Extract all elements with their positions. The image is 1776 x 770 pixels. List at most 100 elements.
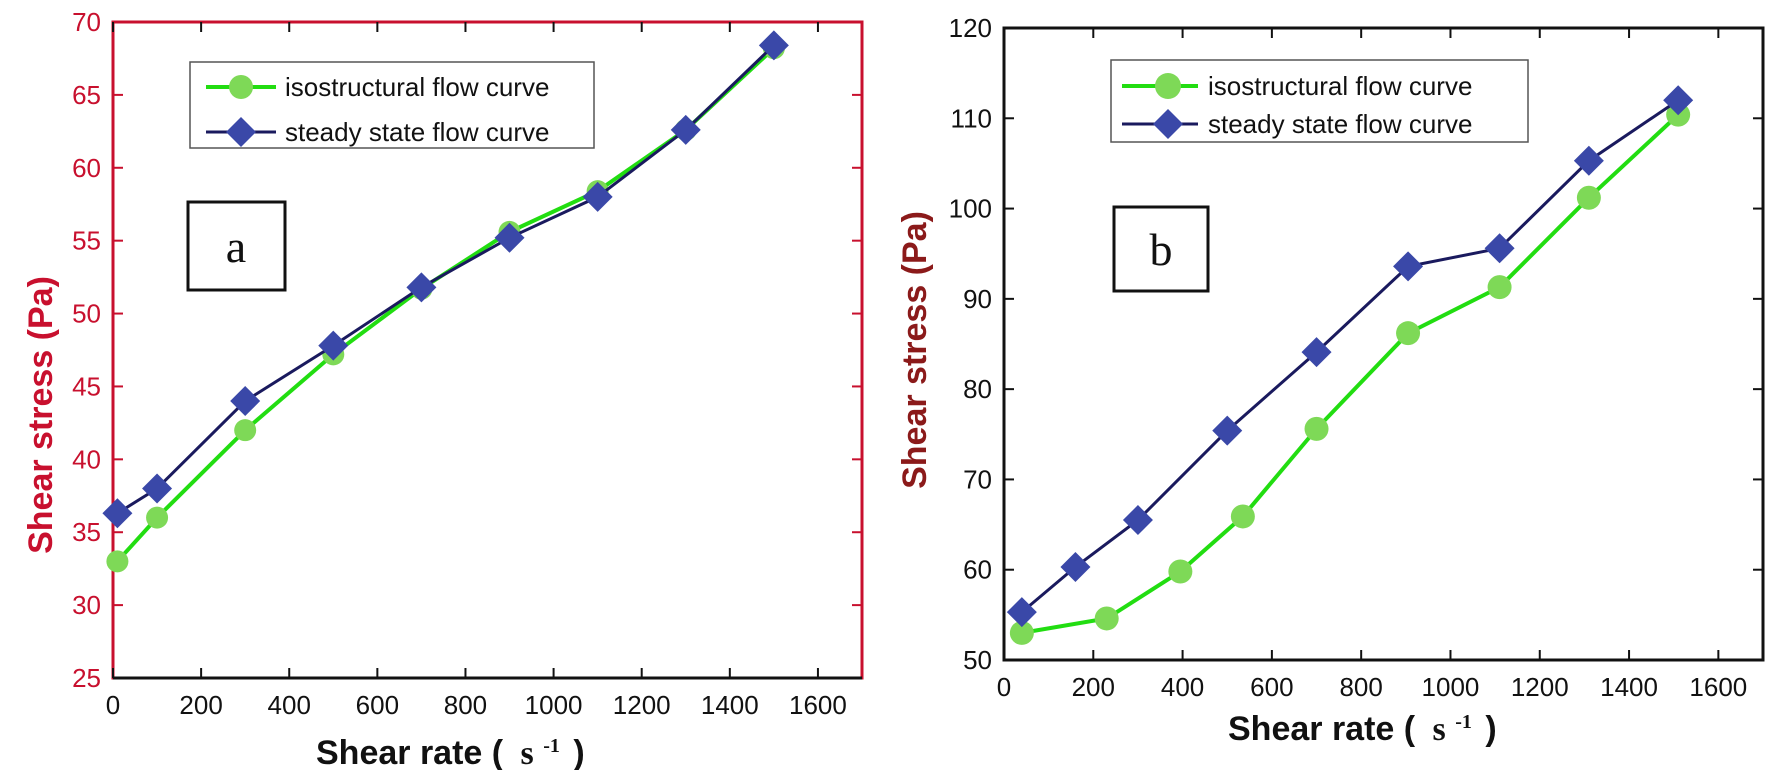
- panel-label-frame-a: [186, 200, 287, 292]
- y-tick-label: 40: [72, 444, 101, 474]
- y-axis-title-a: Shear stress (Pa): [22, 276, 60, 554]
- steady-state-point: [1060, 552, 1091, 583]
- x-tick-label: 600: [356, 690, 399, 720]
- x-tick-label: 1400: [1600, 672, 1658, 702]
- x-tick-label: 0: [997, 672, 1011, 702]
- x-axis-title-text-a: Shear rate (: [316, 734, 504, 770]
- steady-state-point: [318, 330, 349, 361]
- steady-state-point: [142, 473, 173, 504]
- chart-panel-a: 25 30 35 40 45 50 55 60 65 70 0 200 400 600 800 1000 12…: [22, 7, 864, 770]
- x-axis-close-a: ): [573, 734, 584, 770]
- steady-state-point: [582, 181, 613, 212]
- x-axis-unit-a: s: [521, 735, 534, 770]
- x-tick-label: 1200: [1511, 672, 1569, 702]
- x-axis-ticks-a: 0 200 400 600 800 1000 1200 1400 1600: [106, 22, 862, 720]
- legend-b: isostructural flow curve steady state fl…: [1110, 59, 1529, 143]
- x-axis-unit-exp-b: -1: [1455, 711, 1472, 733]
- isostructural-point: [146, 506, 169, 529]
- x-axis-unit-b: s: [1433, 711, 1446, 748]
- legend-swatch-steady-marker-a: [226, 117, 256, 147]
- y-tick-label: 50: [963, 645, 992, 675]
- isostructural-point: [106, 550, 129, 573]
- isostructural-point: [1094, 606, 1119, 631]
- y-tick-label: 45: [72, 371, 101, 401]
- x-tick-label: 0: [106, 690, 120, 720]
- x-axis-ticks-b: 0 200 400 600 800 1000 1200 1400 1600: [997, 28, 1763, 702]
- y-tick-label: 80: [963, 374, 992, 404]
- legend-a: isostructural flow curve steady state fl…: [189, 61, 595, 149]
- y-tick-label: 60: [963, 555, 992, 585]
- steady-state-point: [406, 272, 437, 303]
- steady-state-point: [1393, 251, 1424, 282]
- series-group-a: [102, 30, 789, 573]
- steady-state-point: [670, 114, 701, 145]
- isostructural-point: [1304, 416, 1329, 441]
- x-tick-label: 400: [268, 690, 311, 720]
- y-tick-label: 30: [72, 590, 101, 620]
- legend-label-steady-a: steady state flow curve: [285, 117, 549, 147]
- y-tick-label: 70: [963, 464, 992, 494]
- legend-box-b: [1110, 59, 1529, 143]
- steady-state-point: [1212, 415, 1243, 446]
- legend-swatch-iso-marker-a: [229, 75, 253, 99]
- panel-label-box-b: b: [1112, 205, 1210, 293]
- steady-state-point: [1573, 145, 1604, 176]
- x-tick-label: 400: [1161, 672, 1204, 702]
- x-axis-unit-exp-a: -1: [543, 735, 560, 757]
- steady-state-point: [494, 222, 525, 253]
- panel-label-frame-b: [1112, 205, 1210, 293]
- isostructural-point: [1396, 321, 1421, 346]
- y-tick-label: 55: [72, 226, 101, 256]
- legend-box-a: [189, 61, 595, 149]
- y-tick-label: 90: [963, 284, 992, 314]
- x-tick-label: 1000: [1422, 672, 1480, 702]
- isostructural-point: [1009, 620, 1034, 645]
- panel-label-box-a: a: [186, 200, 287, 292]
- legend-swatch-steady-marker-b: [1153, 109, 1183, 139]
- steady-state-point: [1484, 233, 1515, 264]
- isostructural-point: [234, 419, 257, 442]
- steady-state-point: [102, 498, 133, 529]
- y-tick-label: 65: [72, 80, 101, 110]
- x-tick-label: 600: [1250, 672, 1293, 702]
- steady-state-point: [1663, 85, 1694, 116]
- x-axis-title-a: Shear rate ( s -1 ): [316, 722, 585, 770]
- steady-state-point: [230, 386, 261, 417]
- isostructural-point: [1230, 504, 1255, 529]
- x-tick-label: 800: [1339, 672, 1382, 702]
- x-tick-label: 1200: [613, 690, 671, 720]
- legend-label-iso-b: isostructural flow curve: [1208, 71, 1472, 101]
- y-axis-ticks-a: 25 30 35 40 45 50 55 60 65 70: [72, 7, 862, 693]
- chart-panel-b: 50 60 70 80 90 100 110 120 0 200 400 600 800 1000 120…: [896, 13, 1765, 748]
- x-tick-label: 1000: [525, 690, 583, 720]
- y-axis-ticks-b: 50 60 70 80 90 100 110 120: [949, 13, 1763, 675]
- x-tick-label: 1600: [1689, 672, 1747, 702]
- isostructural-point: [1576, 185, 1601, 210]
- x-tick-label: 200: [179, 690, 222, 720]
- y-tick-label: 120: [949, 13, 992, 43]
- steady-state-point: [1006, 597, 1037, 628]
- panel-label-b: b: [1150, 224, 1173, 275]
- steady-state-point: [1122, 505, 1153, 536]
- x-tick-label: 1600: [789, 690, 847, 720]
- panel-label-a: a: [226, 221, 246, 272]
- x-tick-label: 200: [1072, 672, 1115, 702]
- y-tick-label: 100: [949, 194, 992, 224]
- x-axis-title-text-b: Shear rate (: [1228, 710, 1416, 748]
- series-group-b: [1006, 85, 1694, 645]
- y-tick-label: 50: [72, 299, 101, 329]
- y-tick-label: 25: [72, 663, 101, 693]
- y-tick-label: 35: [72, 517, 101, 547]
- x-axis-close-b: ): [1485, 710, 1496, 748]
- x-axis-title-b: Shear rate ( s -1 ): [1228, 698, 1497, 748]
- y-tick-label: 70: [72, 7, 101, 37]
- y-tick-label: 110: [951, 103, 992, 133]
- x-tick-label: 800: [444, 690, 487, 720]
- series-line-steady-state: [1020, 98, 1680, 614]
- legend-swatch-iso-marker-b: [1155, 73, 1181, 99]
- x-tick-label: 1400: [701, 690, 759, 720]
- isostructural-point: [1487, 275, 1512, 300]
- legend-label-iso-a: isostructural flow curve: [285, 72, 549, 102]
- y-axis-title-b: Shear stress (Pa): [896, 211, 934, 489]
